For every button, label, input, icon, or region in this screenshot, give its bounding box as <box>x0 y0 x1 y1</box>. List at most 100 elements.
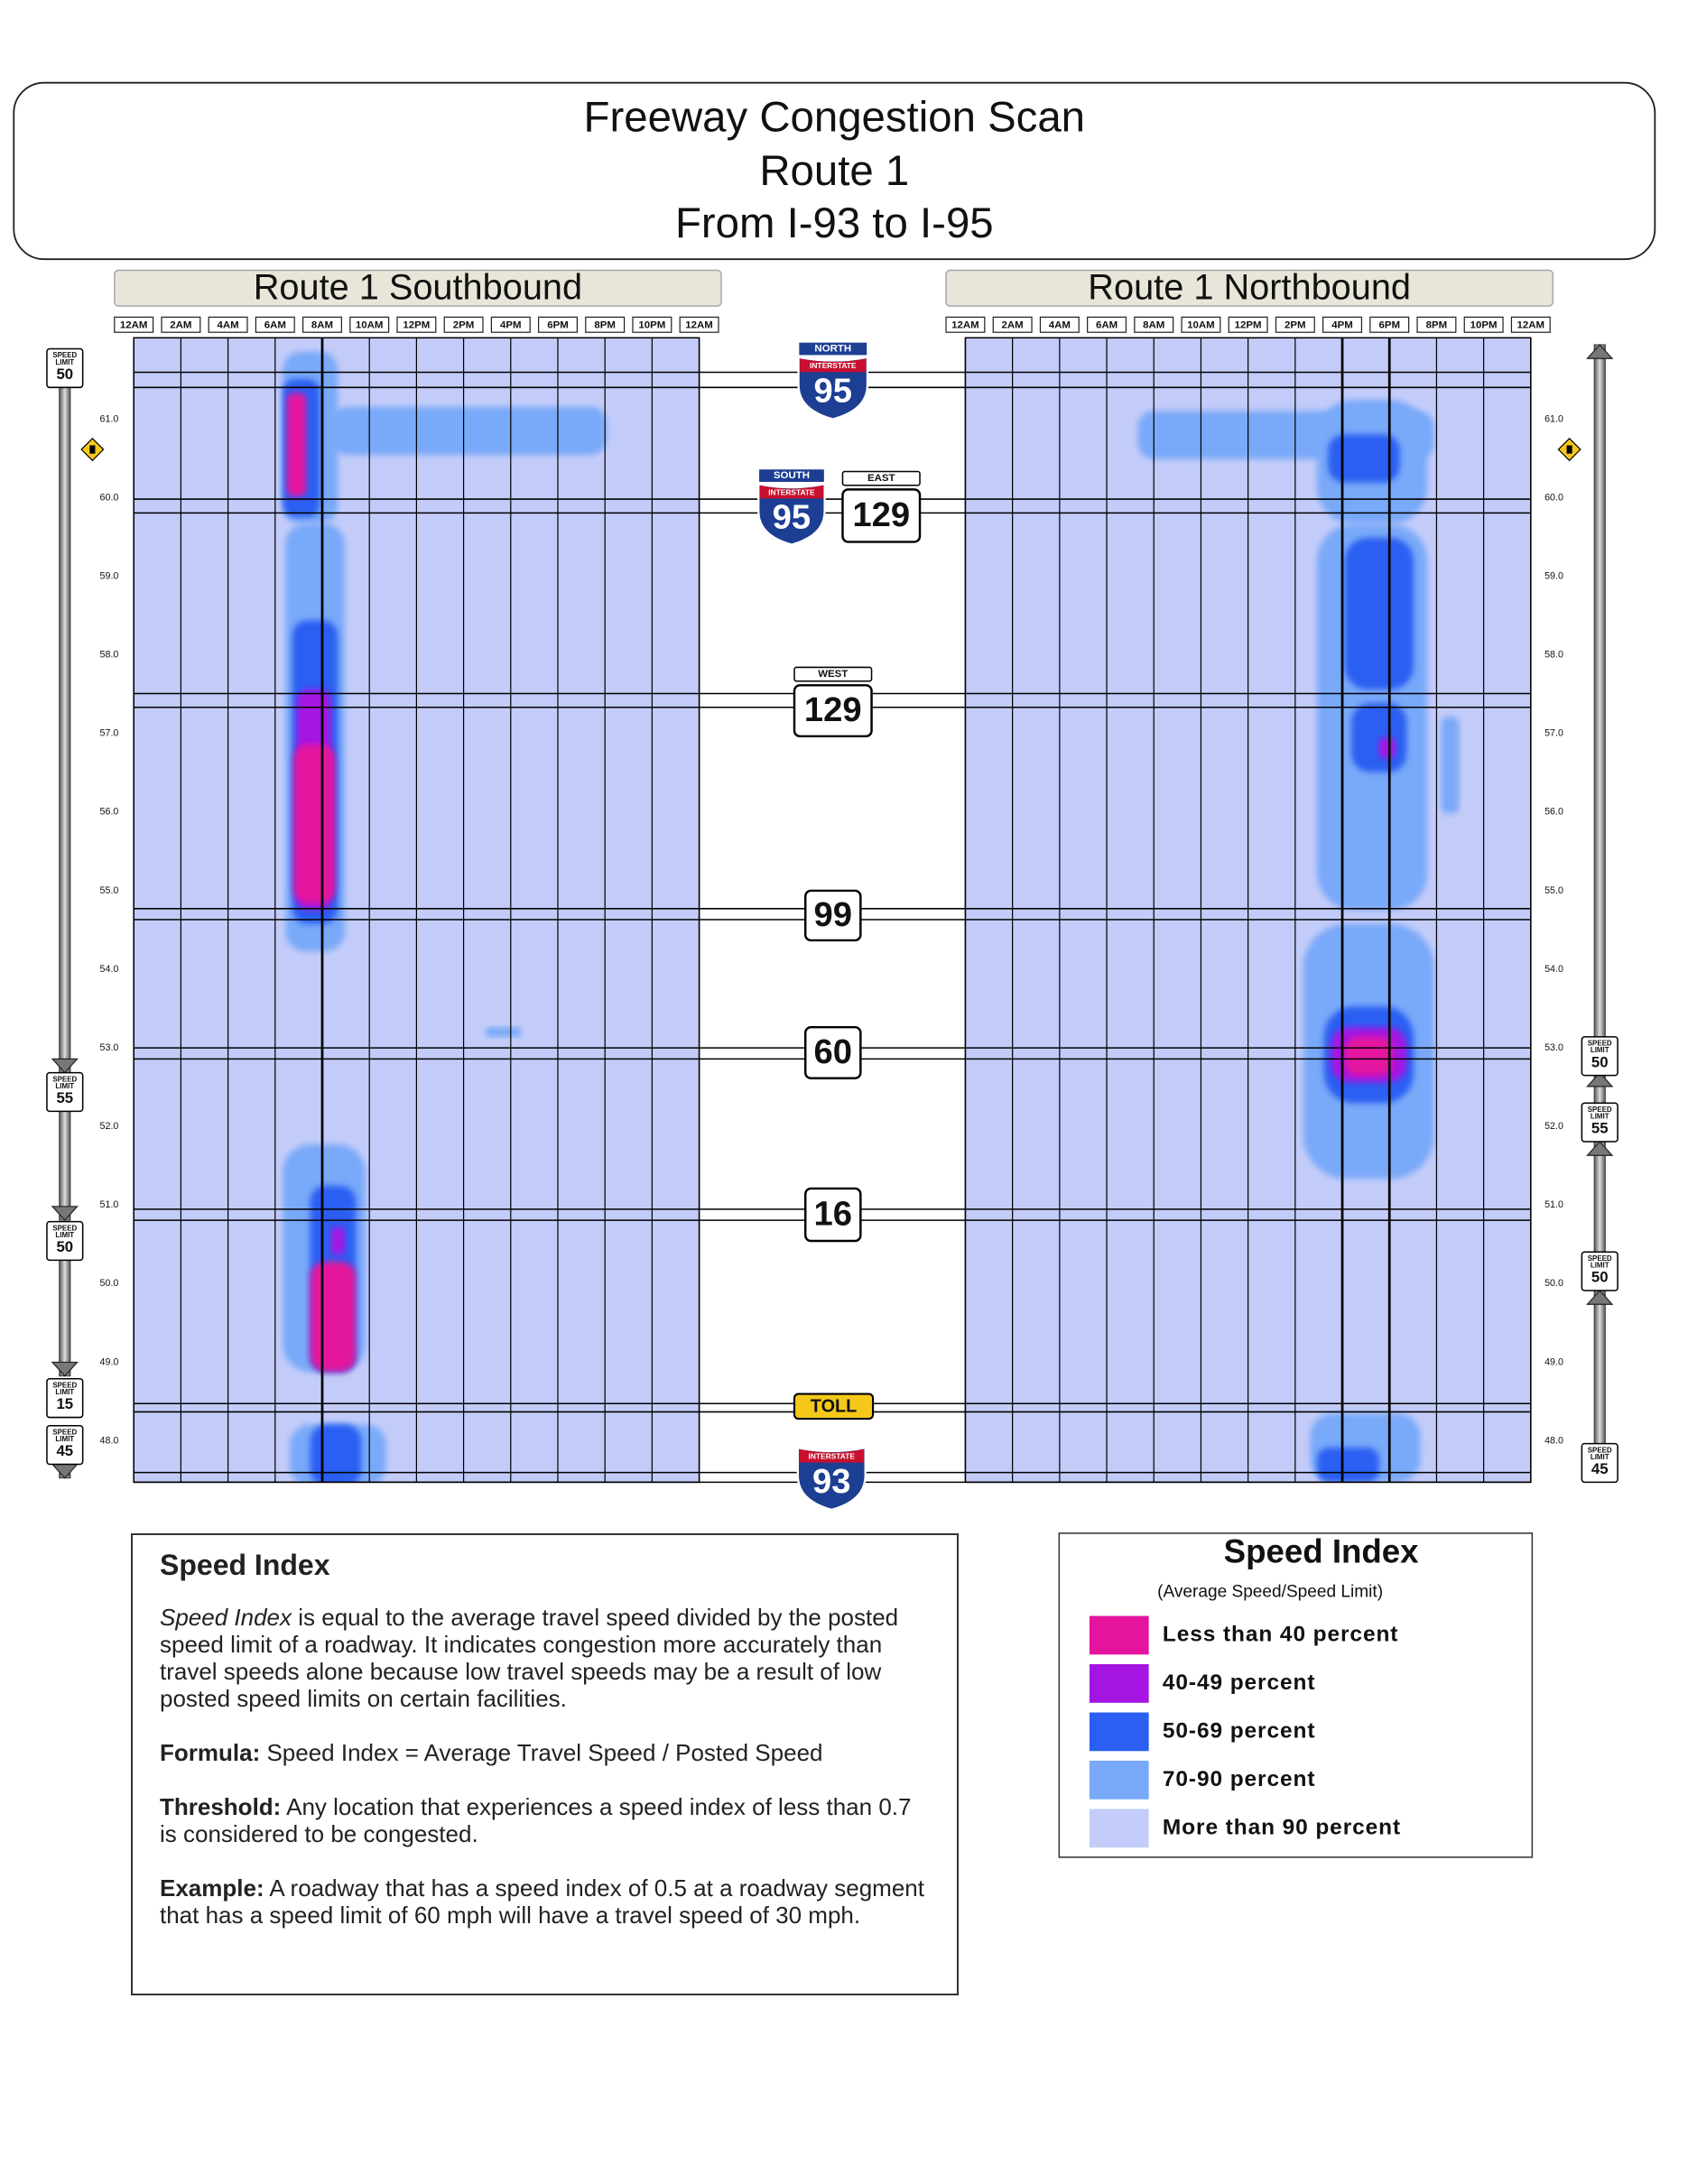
label: Example: <box>160 1874 264 1902</box>
arrow-head <box>51 1058 79 1074</box>
arrow-shaft <box>59 386 71 1074</box>
speed-limit-sign <box>1581 1251 1618 1291</box>
label: LIMIT <box>55 1435 74 1443</box>
direction-box <box>841 470 921 486</box>
label: 8AM <box>311 320 333 331</box>
time-box <box>490 316 531 333</box>
speed-limit-sign <box>1581 1442 1618 1484</box>
label: SPEED <box>52 1428 77 1436</box>
congestion-area <box>485 1027 522 1037</box>
text: A roadway that has a speed index of 0.5 … <box>160 1874 924 1929</box>
time-box <box>1181 316 1221 333</box>
label: More than 90 percent <box>1163 1815 1401 1839</box>
label: 60 <box>814 1032 852 1071</box>
congestion-area <box>1351 703 1407 773</box>
arrow-shaft <box>59 1259 71 1377</box>
label: 59.0 <box>1544 570 1563 581</box>
label: 6PM <box>1378 320 1400 331</box>
label: SPEED <box>1588 1446 1612 1454</box>
label: SPEED <box>1588 1040 1612 1048</box>
label: LIMIT <box>1591 1113 1609 1121</box>
arrow-head <box>1586 1290 1614 1305</box>
label: 58.0 <box>1544 650 1563 661</box>
label: 4PM <box>500 320 522 331</box>
label: 6PM <box>547 320 569 331</box>
label: SPEED <box>52 1224 77 1232</box>
label: 99 <box>814 895 852 934</box>
label: LIMIT <box>55 358 74 366</box>
label: Formula: <box>160 1739 261 1766</box>
label: LIMIT <box>1591 1262 1609 1270</box>
label: 50-69 percent <box>1163 1718 1315 1743</box>
formula: Formula: Speed Index = Average Travel Sp… <box>160 1739 930 1766</box>
label: LIMIT <box>55 1388 74 1396</box>
label: 8AM <box>1143 320 1164 331</box>
shield-band <box>800 358 867 373</box>
congestion-area <box>1344 537 1414 689</box>
speed-limit-sign <box>46 347 84 389</box>
congestion-area <box>310 1261 357 1373</box>
label: 53.0 <box>100 1042 119 1053</box>
time-box <box>585 316 626 333</box>
info-box: Speed Index Speed Index is equal to the … <box>131 1533 959 1995</box>
time-box <box>208 316 248 333</box>
label: 49.0 <box>1544 1356 1563 1367</box>
panel-header <box>945 269 1554 307</box>
label: 55.0 <box>1544 885 1563 896</box>
label: NORTH <box>814 344 851 355</box>
label: 40-49 percent <box>1163 1670 1315 1695</box>
label: 129 <box>852 495 910 534</box>
threshold: Threshold: Any location that experiences… <box>160 1793 930 1847</box>
arrow-head <box>51 1361 79 1377</box>
time-box <box>632 316 672 333</box>
arrow-shaft <box>59 1110 71 1221</box>
label: INTERSTATE <box>768 488 815 497</box>
label: SPEED <box>1588 1106 1612 1114</box>
arrow-head <box>51 1206 79 1221</box>
label: 59.0 <box>100 570 119 581</box>
label: 50 <box>56 1238 73 1255</box>
congestion-area <box>286 393 307 496</box>
speed-limit-sign <box>46 1071 84 1113</box>
label: 2PM <box>453 320 475 331</box>
label: 48.0 <box>1544 1435 1563 1446</box>
label: 57.0 <box>1544 728 1563 739</box>
toll-sign <box>793 1393 875 1421</box>
label: 51.0 <box>1544 1199 1563 1210</box>
label: 56.0 <box>100 807 119 818</box>
label: LIMIT <box>55 1231 74 1239</box>
label: Threshold: <box>160 1793 282 1820</box>
example: Example: A roadway that has a speed inde… <box>160 1874 930 1929</box>
time-box <box>1134 316 1174 333</box>
label: Speed Index <box>1224 1532 1420 1569</box>
label: 8PM <box>1426 320 1448 331</box>
term: Speed Index <box>160 1604 292 1631</box>
arrow-head <box>1586 344 1614 359</box>
label: From I-93 to I-95 <box>675 199 994 247</box>
label: 6AM <box>1096 320 1118 331</box>
time-box <box>1463 316 1504 333</box>
direction-box <box>797 341 868 356</box>
time-box <box>1322 316 1363 333</box>
label: 57.0 <box>100 728 119 739</box>
time-box <box>114 316 154 333</box>
label: 60.0 <box>100 492 119 503</box>
title-box <box>13 81 1656 261</box>
label: 12AM <box>685 320 713 331</box>
route-sign <box>793 684 873 738</box>
label: 12AM <box>951 320 979 331</box>
shield <box>796 1446 867 1512</box>
shield <box>797 356 869 421</box>
warning-icon-mark <box>89 445 96 454</box>
text: Speed Index = Average Travel Speed / Pos… <box>260 1739 823 1766</box>
label: 50 <box>56 366 73 383</box>
speed-limit-sign <box>46 1424 84 1466</box>
speed-limit-sign <box>46 1378 84 1419</box>
label: 54.0 <box>100 964 119 975</box>
label: 55 <box>1591 1120 1609 1137</box>
label: 93 <box>812 1462 850 1501</box>
label: 50.0 <box>1544 1278 1563 1289</box>
label: 45 <box>1591 1460 1609 1477</box>
time-box <box>1369 316 1410 333</box>
